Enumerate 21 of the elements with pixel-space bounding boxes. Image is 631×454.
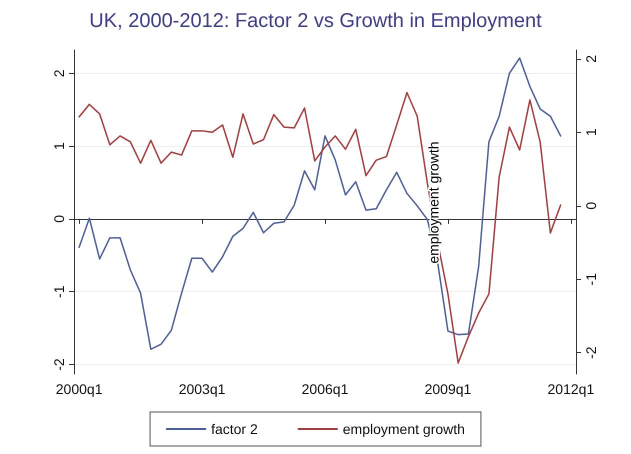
y2-tick-label: -2 <box>583 346 599 359</box>
x-tick-label: 2000q1 <box>56 381 103 397</box>
y-tick-label: -2 <box>51 358 67 371</box>
x-tick-label: 2006q1 <box>302 381 349 397</box>
y-tick-label: 1 <box>51 142 67 150</box>
line-series <box>78 57 562 350</box>
y-tick-label: -1 <box>51 285 67 298</box>
line-series <box>78 92 562 364</box>
annotation: employment growth <box>426 141 442 264</box>
y-tick-label: 0 <box>51 214 67 223</box>
chart-title: UK, 2000-2012: Factor 2 vs Growth in Employment <box>89 10 542 32</box>
legend-label: factor 2 <box>211 421 258 437</box>
y2-tick-label: 2 <box>583 54 599 63</box>
x-tick-label: 2012q1 <box>548 381 594 397</box>
y2-tick-label: 0 <box>583 202 599 210</box>
legend-label: employment growth <box>342 421 465 437</box>
y2-tick-label: 1 <box>583 128 599 136</box>
x-tick-label: 2003q1 <box>178 381 226 397</box>
x-tick-label: 2009q1 <box>424 381 472 397</box>
y2-tick-label: -1 <box>583 272 599 286</box>
y-tick-label: 2 <box>51 69 67 78</box>
